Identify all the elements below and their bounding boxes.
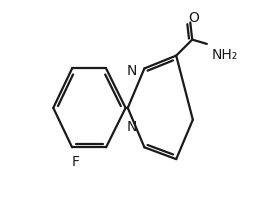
Text: N: N [126,64,137,78]
Text: O: O [188,11,199,25]
Text: F: F [72,155,80,169]
Text: NH₂: NH₂ [211,48,238,62]
Text: N: N [126,120,137,134]
